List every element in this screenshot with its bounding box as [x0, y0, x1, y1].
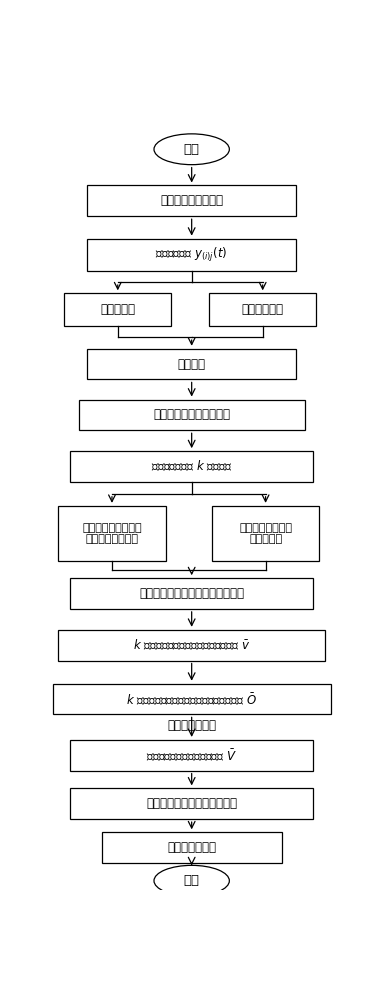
FancyBboxPatch shape — [212, 506, 319, 561]
Text: 采集时域信号 $y_{(i)j}(t)$: 采集时域信号 $y_{(i)j}(t)$ — [156, 246, 228, 264]
Text: 提取缺陷的方向: 提取缺陷的方向 — [167, 841, 216, 854]
FancyBboxPatch shape — [88, 185, 296, 216]
Text: 结束: 结束 — [184, 874, 200, 887]
Text: $k$ 个子阵列在空间各点的合成单位方向矢量 $\bar{O}$: $k$ 个子阵列在空间各点的合成单位方向矢量 $\bar{O}$ — [126, 691, 257, 707]
FancyBboxPatch shape — [58, 506, 166, 561]
Text: 乘以全阵列幅值: 乘以全阵列幅值 — [167, 719, 216, 732]
Text: 开始: 开始 — [184, 143, 200, 156]
Ellipse shape — [154, 865, 229, 896]
FancyBboxPatch shape — [102, 832, 282, 863]
Text: 全阵列在空间各点的幅值矢量 $\bar{V}$: 全阵列在空间各点的幅值矢量 $\bar{V}$ — [146, 747, 237, 763]
Text: 单个子阵列在空间各
点的单位方向矢量: 单个子阵列在空间各 点的单位方向矢量 — [82, 523, 142, 544]
Text: 阵列换能器的检测实: 阵列换能器的检测实 — [160, 194, 223, 207]
FancyBboxPatch shape — [88, 239, 296, 271]
FancyBboxPatch shape — [70, 578, 313, 609]
FancyBboxPatch shape — [58, 630, 325, 661]
FancyBboxPatch shape — [79, 400, 305, 430]
Text: 将全阵列划分为 $k$ 个子阵列: 将全阵列划分为 $k$ 个子阵列 — [151, 459, 232, 474]
FancyBboxPatch shape — [64, 293, 171, 326]
Text: 极性一致成像: 极性一致成像 — [242, 303, 284, 316]
Text: 单个子阵列在空间各点的幅值矢量: 单个子阵列在空间各点的幅值矢量 — [139, 587, 244, 600]
FancyBboxPatch shape — [209, 293, 316, 326]
FancyBboxPatch shape — [70, 788, 313, 819]
Text: 全阵列在空间各点的幅值: 全阵列在空间各点的幅值 — [153, 408, 230, 421]
FancyBboxPatch shape — [70, 740, 313, 771]
Text: 单个子阵列在空间
各点的幅值: 单个子阵列在空间 各点的幅值 — [239, 523, 292, 544]
FancyBboxPatch shape — [70, 451, 313, 482]
FancyBboxPatch shape — [88, 349, 296, 379]
Ellipse shape — [154, 134, 229, 165]
Text: 全聚焦成像: 全聚焦成像 — [100, 303, 135, 316]
FancyBboxPatch shape — [52, 684, 331, 714]
Text: 全阵列在空间各点的矢量成像: 全阵列在空间各点的矢量成像 — [146, 797, 237, 810]
Text: $k$ 个子阵列在空间各点的合成幅值矢量 $\bar{v}$: $k$ 个子阵列在空间各点的合成幅值矢量 $\bar{v}$ — [133, 638, 250, 652]
Text: 合成成像: 合成成像 — [178, 358, 206, 371]
